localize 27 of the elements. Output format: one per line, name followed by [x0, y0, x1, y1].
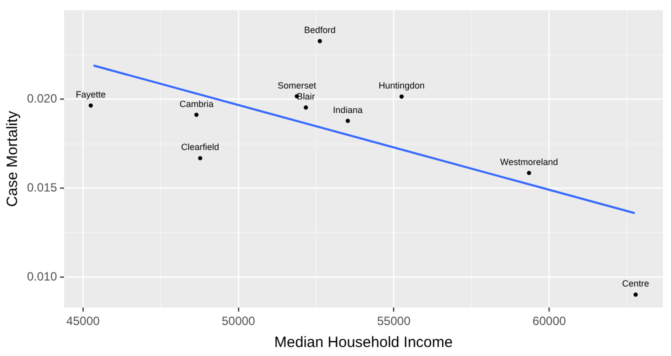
point	[346, 118, 350, 123]
point	[304, 105, 308, 110]
annotation: Cambria	[179, 98, 214, 109]
annotation: Huntingdon	[378, 80, 425, 91]
point	[526, 170, 532, 176]
annotation: Indiana	[333, 104, 363, 115]
y-axis-title: Case Mortality	[4, 110, 22, 207]
annotation: Centre	[622, 278, 650, 289]
point	[88, 103, 93, 108]
point	[194, 112, 199, 117]
y-tick-label: 0.020	[27, 92, 58, 106]
x-tick-label: 45000	[66, 314, 100, 328]
point	[634, 292, 638, 297]
annotation: Fayette	[76, 90, 106, 100]
point	[399, 94, 404, 99]
x-tick-label: 55000	[377, 314, 411, 328]
y-tick-label: 0.015	[27, 180, 58, 195]
x-tick-label: 50000	[222, 314, 256, 328]
annotation: Clearfield	[181, 142, 220, 152]
x-tick-label: 60000	[532, 314, 566, 328]
annotation: Westmoreland	[500, 156, 558, 167]
x-axis-title: Median Household Income	[274, 334, 453, 352]
point	[318, 39, 322, 44]
point	[198, 156, 202, 160]
y-tick-label: 0.010	[27, 269, 58, 284]
annotation: Bedford	[304, 25, 336, 36]
annotation: Somerset	[278, 80, 317, 90]
